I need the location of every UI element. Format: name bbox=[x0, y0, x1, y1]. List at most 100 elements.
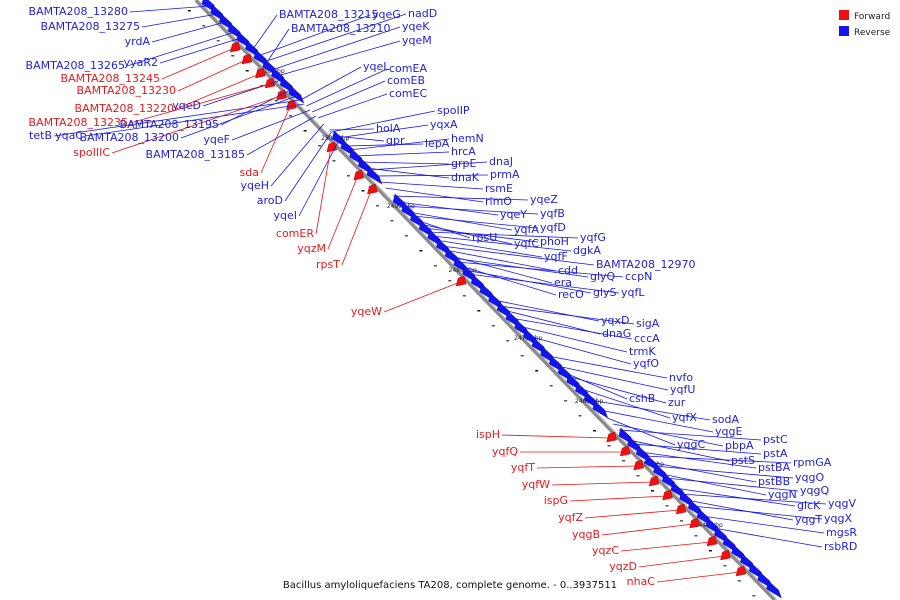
gene-label-yqfg: yqfG bbox=[580, 231, 606, 244]
gene-label-reco: recO bbox=[558, 288, 584, 301]
forward-gene-block bbox=[735, 565, 747, 577]
gene-label-ccpn: ccpN bbox=[625, 270, 652, 283]
gene-label-rpst: rpsT bbox=[316, 258, 340, 271]
scale-tick bbox=[607, 445, 611, 447]
gene-label-zur: zur bbox=[668, 396, 686, 409]
leader-line-yqff bbox=[435, 239, 543, 258]
gene-label-yqfb: yqfB bbox=[540, 207, 565, 220]
leader-line-yqfu bbox=[557, 365, 669, 391]
leader-line-yqem bbox=[277, 40, 401, 77]
forward-gene-block bbox=[353, 169, 365, 181]
leader-line-trmk bbox=[518, 325, 628, 353]
scale-tick bbox=[216, 40, 220, 42]
gene-label-yqem: yqeM bbox=[402, 34, 432, 47]
gene-label-phoh: phoH bbox=[540, 235, 569, 248]
forward-gene-block bbox=[455, 275, 467, 287]
leader-line-pbpa bbox=[613, 423, 724, 447]
gene-label-psts: pstS bbox=[731, 454, 755, 467]
gene-label-dnak: dnaK bbox=[451, 171, 480, 184]
forward-gene-block bbox=[606, 431, 617, 443]
gene-label-grpe: grpE bbox=[451, 157, 476, 170]
gene-label-yqzd: yqzD bbox=[609, 560, 637, 573]
leader-line-rimo bbox=[385, 187, 484, 203]
gene-label-mgsr: mgsR bbox=[826, 526, 857, 539]
scale-tick bbox=[737, 580, 741, 582]
leader-line-dnaj bbox=[367, 161, 488, 171]
forward-gene-block bbox=[264, 77, 276, 89]
leader-line-yqgq bbox=[665, 477, 799, 492]
leader-line-psta bbox=[632, 443, 762, 455]
leader-line-lepa bbox=[344, 143, 424, 147]
gene-label-pstba: pstBA bbox=[758, 461, 791, 474]
gene-label-dgka: dgkA bbox=[573, 244, 601, 257]
leader-line-soda bbox=[589, 399, 711, 421]
leader-line-yrda bbox=[151, 21, 226, 43]
gene-label-yqey: yqeY bbox=[500, 208, 527, 221]
gene-label-yqxa: yqxA bbox=[430, 118, 458, 131]
gene-label-yqft: yqfT bbox=[511, 461, 535, 474]
leader-line-bamta208-13215 bbox=[251, 14, 278, 51]
gene-label-soda: sodA bbox=[712, 413, 739, 426]
gene-label-prma: prmA bbox=[490, 168, 520, 181]
gene-label-yqfc: yqfC bbox=[514, 237, 539, 250]
leader-line-yqew bbox=[383, 281, 461, 313]
scale-tick bbox=[506, 340, 510, 342]
leader-line-yqgn bbox=[661, 473, 767, 496]
gene-label-yqfd: yqfD bbox=[540, 221, 566, 234]
leader-line-ispg bbox=[569, 495, 667, 502]
gene-label-yqgb: yqgB bbox=[572, 528, 600, 541]
leader-line-bamta208-13185 bbox=[246, 115, 317, 156]
leader-line-era bbox=[450, 255, 553, 284]
leader-line-psts bbox=[628, 439, 730, 462]
leader-line-yqge bbox=[599, 409, 714, 433]
scale-tick bbox=[520, 355, 524, 357]
gene-label-cdd: cdd bbox=[558, 264, 578, 277]
scale-tick bbox=[694, 535, 698, 537]
leader-line-isph bbox=[501, 434, 611, 439]
legend-reverse-swatch bbox=[839, 26, 849, 36]
gene-label-rpmga: rpmGA bbox=[793, 456, 832, 469]
gene-label-yqez: yqeZ bbox=[530, 193, 558, 206]
leader-line-hrca bbox=[354, 151, 450, 157]
gene-label-cshb: cshB bbox=[629, 392, 655, 405]
leader-line-bamta208-13200 bbox=[180, 95, 297, 139]
leader-line-yqac bbox=[84, 103, 305, 137]
scale-tick bbox=[491, 325, 495, 327]
leader-line-dnak bbox=[366, 167, 450, 179]
scale-tick bbox=[274, 100, 278, 102]
gene-label-yqeh: yqeH bbox=[240, 179, 269, 192]
gene-label-yqfq: yqfQ bbox=[492, 445, 518, 458]
leader-line-yqgo bbox=[653, 465, 794, 479]
gene-label-arod: aroD bbox=[257, 194, 283, 207]
legend-reverse-label: Reverse bbox=[854, 28, 891, 38]
leader-line-arod bbox=[284, 131, 332, 202]
scale-tick bbox=[347, 175, 350, 177]
leader-line-siga bbox=[499, 305, 635, 325]
gene-label-pbpa: pbpA bbox=[725, 439, 754, 452]
gene-label-yqgq: yqgQ bbox=[800, 484, 829, 497]
gene-label-yqef: yqeF bbox=[203, 133, 230, 146]
forward-gene-block bbox=[689, 517, 700, 529]
gene-label-yqxd: yqxD bbox=[601, 314, 629, 327]
legend-forward-swatch bbox=[839, 10, 849, 20]
scale-tick bbox=[318, 145, 322, 147]
scale-tick bbox=[231, 55, 235, 57]
leader-line-pstc bbox=[618, 429, 762, 441]
leader-line-ccca bbox=[510, 317, 633, 340]
leader-line-nadd bbox=[263, 13, 407, 63]
gene-label-yqfu: yqfU bbox=[670, 383, 695, 396]
gene-label-yqed: yqeD bbox=[172, 99, 201, 112]
forward-gene-block bbox=[633, 459, 644, 471]
scale-tick bbox=[535, 370, 539, 372]
gene-label-gpr: gpr bbox=[386, 134, 405, 147]
leader-line-spoiiic bbox=[111, 95, 281, 154]
scale-tick bbox=[419, 250, 423, 252]
gene-label-comec: comEC bbox=[389, 87, 427, 100]
gene-label-bamta208-13210: BAMTA208_13210 bbox=[291, 22, 390, 35]
forward-gene-block bbox=[675, 503, 687, 515]
gene-label-hrca: hrcA bbox=[451, 145, 476, 158]
gene-label-psta: pstA bbox=[763, 447, 788, 460]
leader-line-bamta208-13245 bbox=[161, 47, 235, 80]
reverse-gene-block bbox=[366, 166, 383, 185]
